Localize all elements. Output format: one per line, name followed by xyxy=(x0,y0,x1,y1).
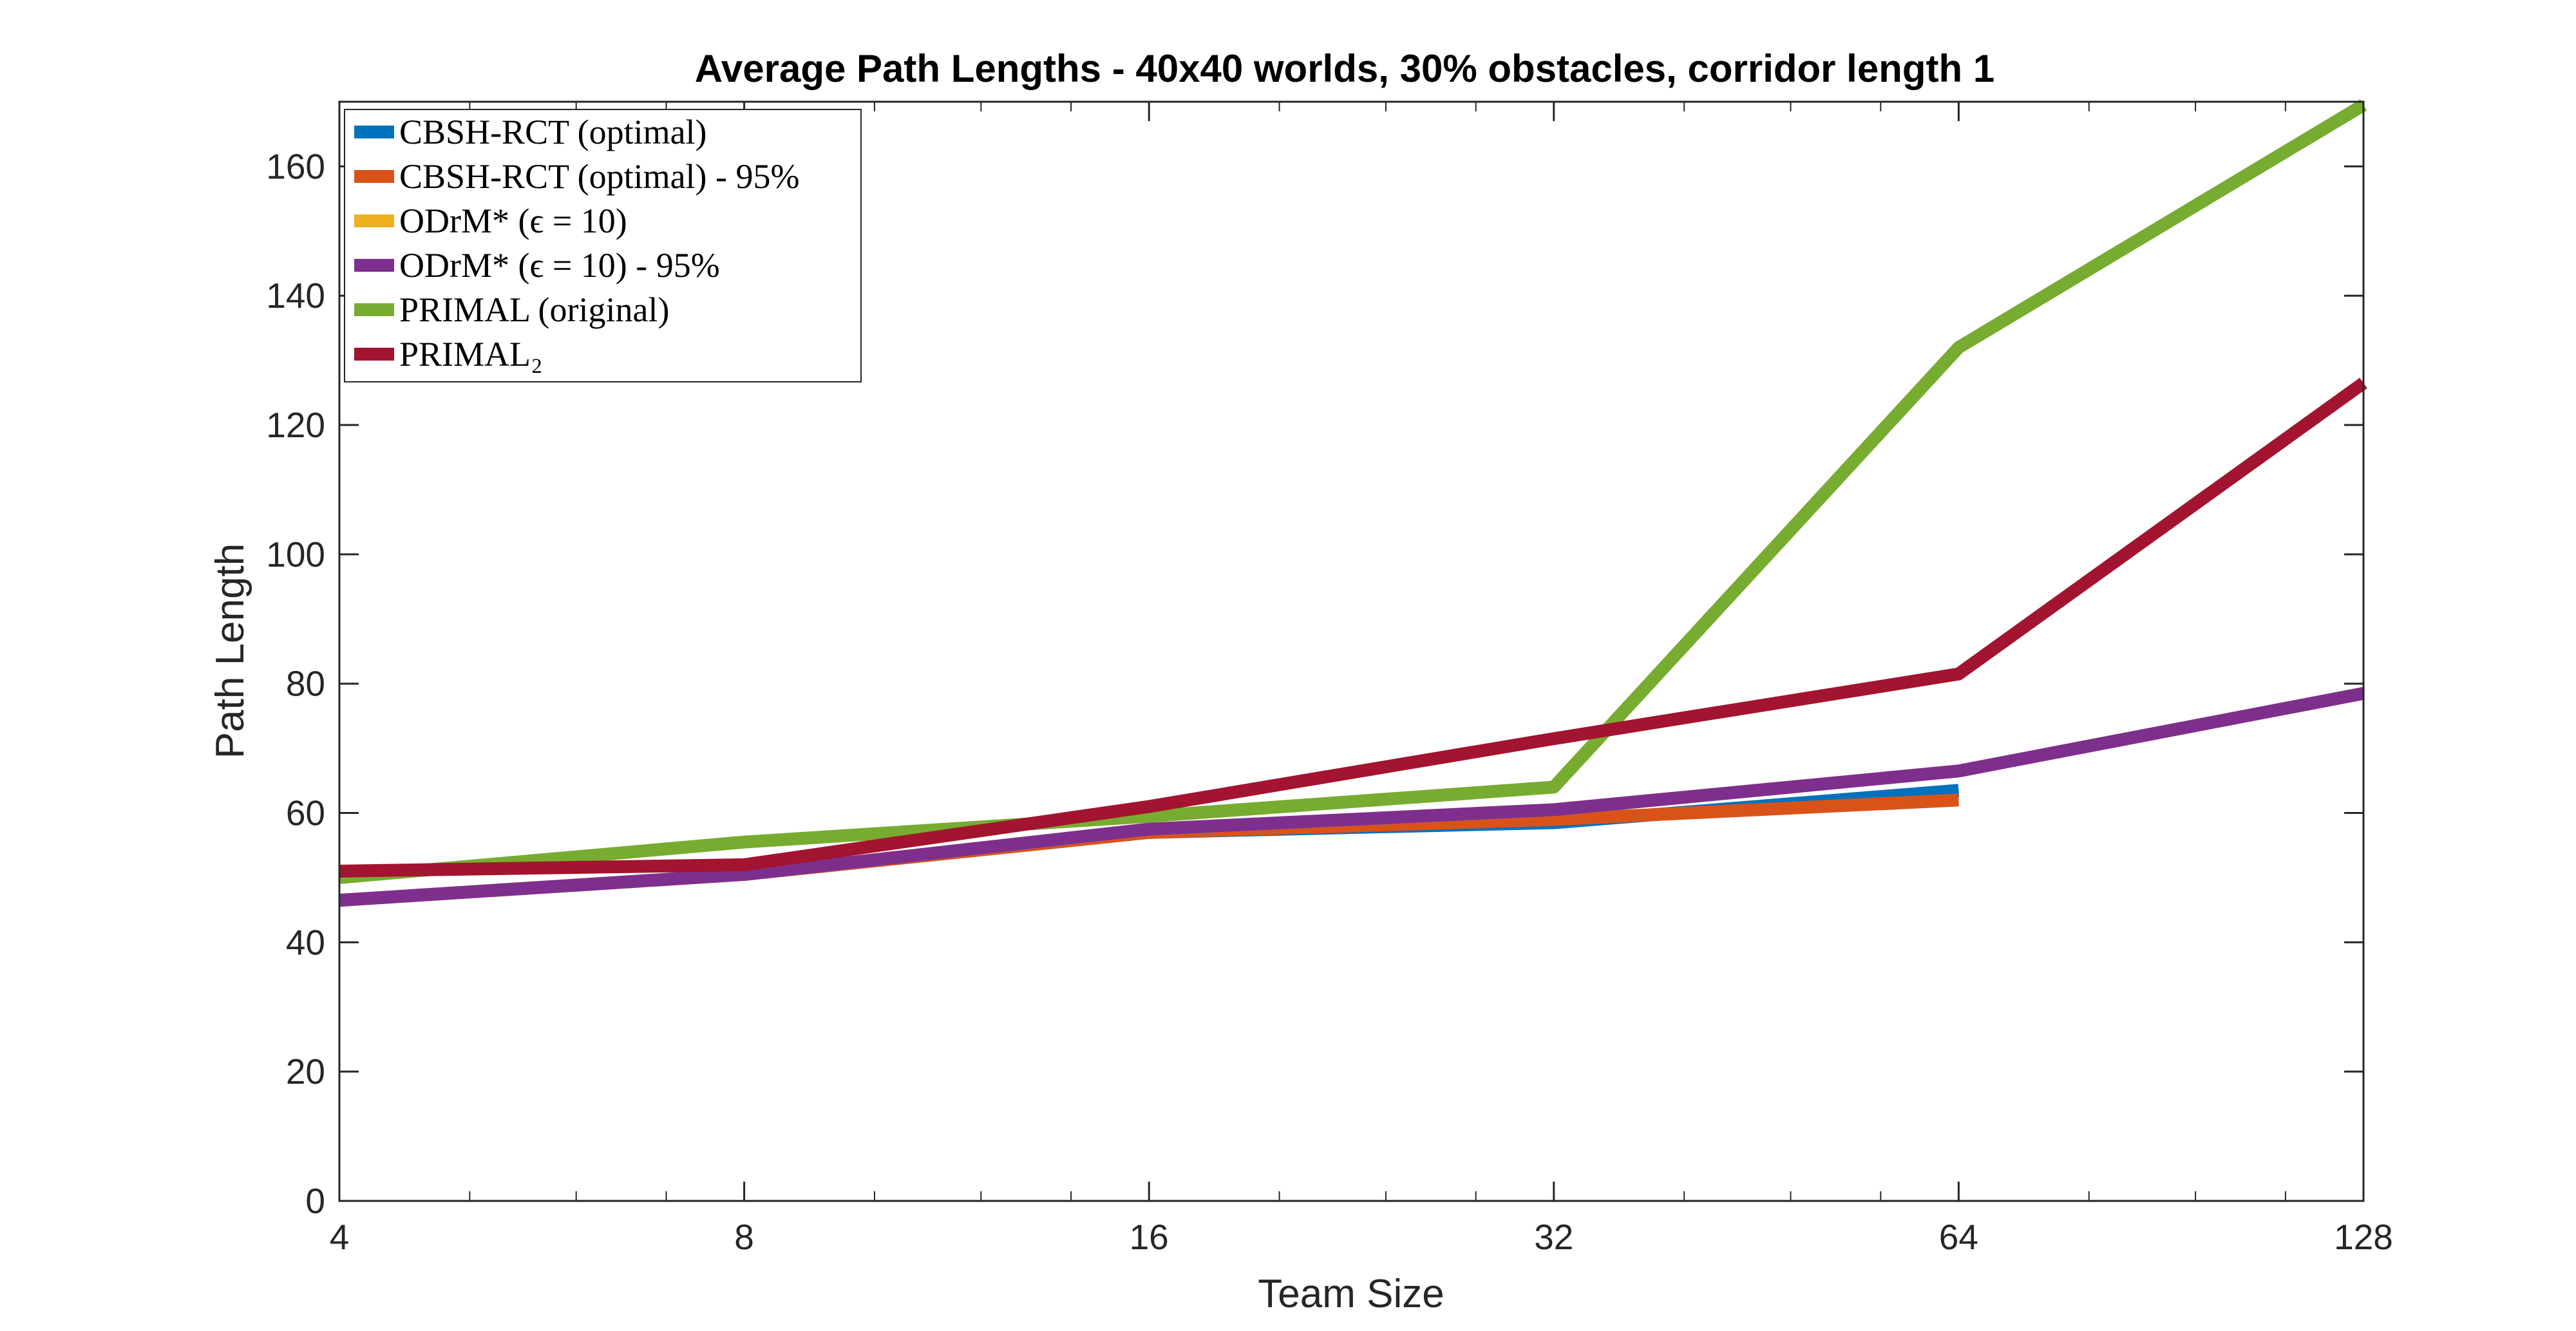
chart-title: Average Path Lengths - 40x40 worlds, 30%… xyxy=(695,47,1994,90)
legend-box xyxy=(344,109,862,382)
legend-label: ODrM* (ϵ = 10) xyxy=(399,202,627,240)
legend: CBSH-RCT (optimal) CBSH-RCT (optimal) - 9… xyxy=(344,109,862,382)
legend-label: PRIMAL (original) xyxy=(399,290,669,329)
x-tick-label: 32 xyxy=(1534,1217,1573,1257)
y-tick-label: 40 xyxy=(286,922,325,962)
y-tick-label: 120 xyxy=(266,405,325,445)
y-tick-label: 140 xyxy=(266,276,325,316)
y-tick-label: 20 xyxy=(286,1052,325,1091)
x-tick-label: 8 xyxy=(734,1217,754,1257)
legend-label: PRIMAL₂ xyxy=(399,335,543,373)
y-tick-label: 0 xyxy=(305,1181,325,1221)
series-lines xyxy=(339,99,2367,907)
y-tick-label: 60 xyxy=(286,793,325,833)
legend-label: CBSH-RCT (optimal) - 95% xyxy=(399,157,800,196)
x-tick-label: 4 xyxy=(330,1217,350,1257)
legend-label: ODrM* (ϵ = 10) - 95% xyxy=(399,246,720,285)
y-axis-label: Path Length xyxy=(208,543,252,759)
series-line xyxy=(339,686,2365,907)
y-tick-label: 100 xyxy=(266,534,325,574)
x-tick-label: 64 xyxy=(1939,1217,1978,1257)
series-line xyxy=(339,99,2367,884)
x-axis-label: Team Size xyxy=(1258,1272,1444,1316)
tick-labels: 0 20 40 60 80 100 120 140 160 4 8 16 32 64 128 xyxy=(266,146,2393,1257)
y-tick-label: 160 xyxy=(266,146,325,186)
legend-label: CBSH-RCT (optimal) xyxy=(399,113,707,151)
series-line xyxy=(339,377,2367,878)
x-tick-label: 128 xyxy=(2334,1217,2393,1257)
x-tick-label: 16 xyxy=(1130,1217,1169,1257)
axes-box xyxy=(338,100,2365,1202)
y-tick-label: 80 xyxy=(286,664,325,704)
